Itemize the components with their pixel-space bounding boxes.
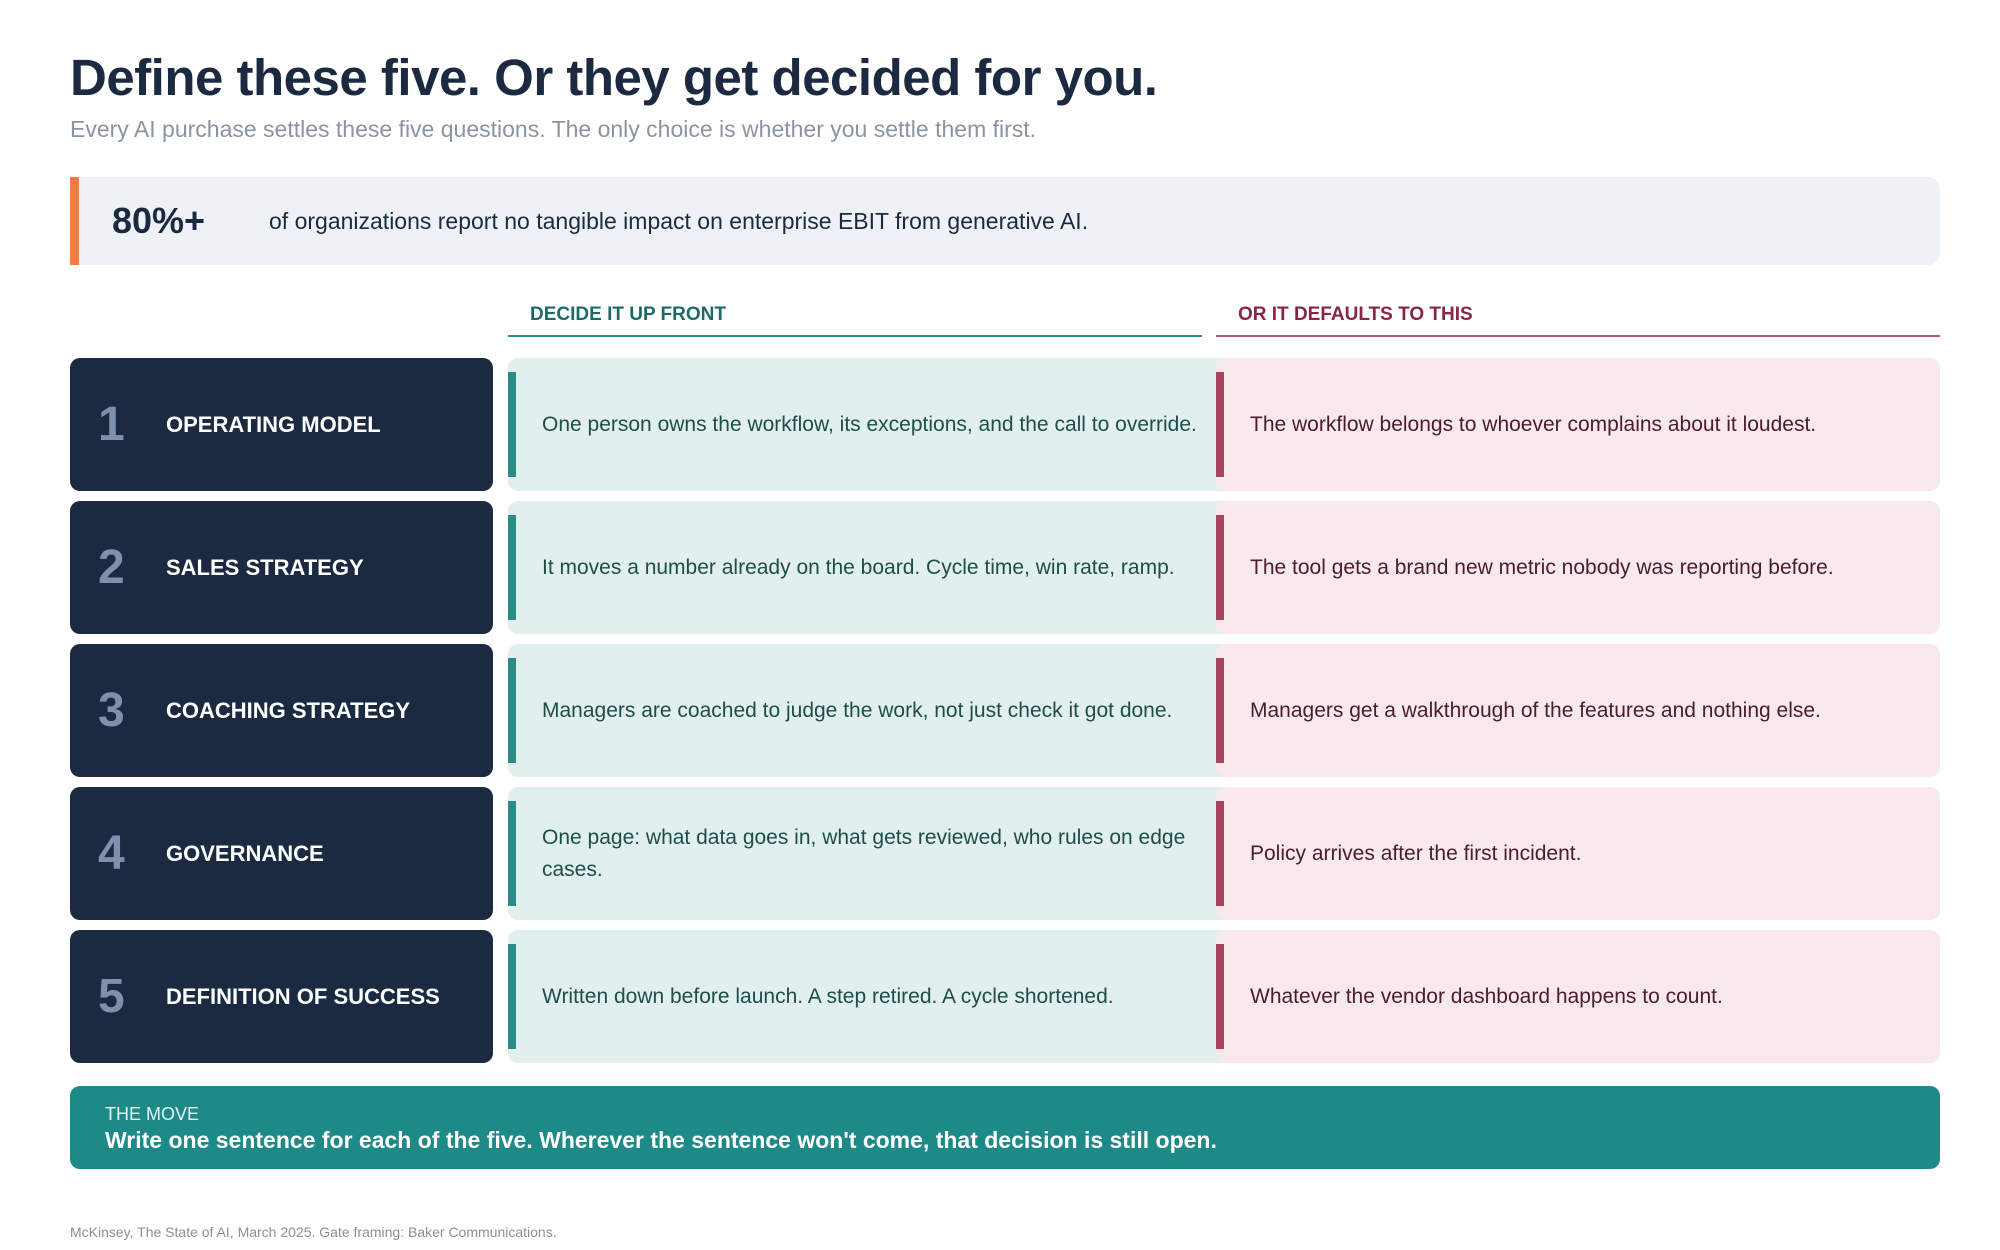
decide-cell: One person owns the workflow, its except…: [508, 358, 1272, 491]
row-number: 2: [98, 541, 125, 594]
row-label-card: 1 OPERATING MODEL: [70, 358, 493, 491]
default-cell: Policy arrives after the first incident.: [1216, 787, 1940, 920]
row-label-card: 3 COACHING STRATEGY: [70, 644, 493, 777]
stat-value: 80%+: [112, 200, 206, 241]
default-cell: The workflow belongs to whoever complain…: [1216, 358, 1940, 491]
stat-text: of organizations report no tangible impa…: [269, 207, 1089, 234]
move-text: Write one sentence for each of the five.…: [105, 1127, 1217, 1153]
decision-table: 1 OPERATING MODEL One person owns the wo…: [70, 358, 1940, 1073]
column-header-default: OR IT DEFAULTS TO THIS: [1216, 304, 1940, 337]
table-row: 3 COACHING STRATEGY Managers are coached…: [70, 644, 1940, 777]
row-label-card: 2 SALES STRATEGY: [70, 501, 493, 634]
decide-text: One person owns the workflow, its except…: [542, 412, 1197, 436]
the-move-banner: THE MOVE Write one sentence for each of …: [70, 1086, 1940, 1169]
default-text: Policy arrives after the first incident.: [1250, 841, 1582, 865]
decide-text: One page: what data goes in, what gets r…: [542, 825, 1186, 881]
page-subtitle: Every AI purchase settles these five que…: [70, 116, 1037, 142]
row-label-card: 5 DEFINITION OF SUCCESS: [70, 930, 493, 1063]
default-cell: Managers get a walkthrough of the featur…: [1216, 644, 1940, 777]
default-text: The workflow belongs to whoever complain…: [1250, 412, 1817, 436]
move-label: THE MOVE: [105, 1104, 200, 1124]
stat-callout: 80%+ of organizations report no tangible…: [70, 177, 1940, 265]
default-cell: Whatever the vendor dashboard happens to…: [1216, 930, 1940, 1063]
default-text: Managers get a walkthrough of the featur…: [1250, 698, 1821, 722]
decide-text: Written down before launch. A step retir…: [542, 984, 1114, 1008]
decide-cell: One page: what data goes in, what gets r…: [508, 787, 1272, 920]
row-label-card: 4 GOVERNANCE: [70, 787, 493, 920]
decide-cell: It moves a number already on the board. …: [508, 501, 1272, 634]
row-number: 1: [98, 398, 125, 451]
source-footnote: McKinsey, The State of AI, March 2025. G…: [70, 1224, 557, 1240]
row-label: GOVERNANCE: [166, 840, 324, 866]
decide-text: Managers are coached to judge the work, …: [542, 698, 1173, 722]
row-label: SALES STRATEGY: [166, 554, 364, 580]
default-text: The tool gets a brand new metric nobody …: [1250, 555, 1834, 579]
table-row: 2 SALES STRATEGY It moves a number alrea…: [70, 501, 1940, 634]
row-label: COACHING STRATEGY: [166, 697, 411, 723]
row-label: OPERATING MODEL: [166, 411, 381, 437]
table-row: 4 GOVERNANCE One page: what data goes in…: [70, 787, 1940, 920]
default-cell: The tool gets a brand new metric nobody …: [1216, 501, 1940, 634]
table-row: 5 DEFINITION OF SUCCESS Written down bef…: [70, 930, 1940, 1063]
decide-cell: Managers are coached to judge the work, …: [508, 644, 1272, 777]
decide-cell: Written down before launch. A step retir…: [508, 930, 1272, 1063]
decide-text: It moves a number already on the board. …: [542, 555, 1175, 579]
row-number: 5: [98, 970, 125, 1023]
row-number: 3: [98, 684, 125, 737]
row-number: 4: [98, 827, 125, 880]
page-title: Define these five. Or they get decided f…: [70, 49, 1158, 106]
table-row: 1 OPERATING MODEL One person owns the wo…: [70, 358, 1940, 491]
column-header-decide: DECIDE IT UP FRONT: [508, 304, 1202, 337]
row-label: DEFINITION OF SUCCESS: [166, 983, 440, 1009]
default-text: Whatever the vendor dashboard happens to…: [1250, 984, 1723, 1008]
